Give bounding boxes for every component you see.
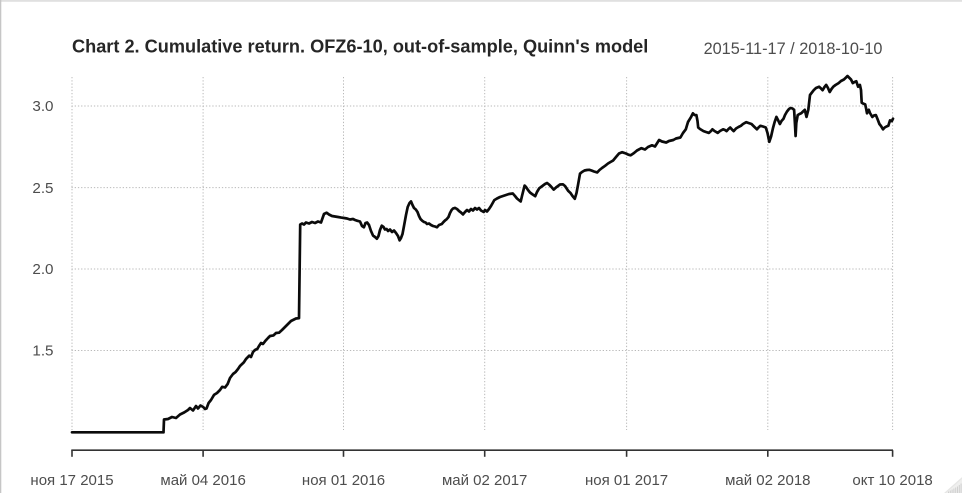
svg-text:май 04 2016: май 04 2016: [160, 472, 245, 489]
svg-text:ноя 01 2017: ноя 01 2017: [585, 472, 668, 489]
svg-text:ноя 01 2016: ноя 01 2016: [302, 472, 385, 489]
svg-text:Chart 2. Cumulative return. OF: Chart 2. Cumulative return. OFZ6-10, out…: [72, 37, 648, 57]
svg-text:окт 10 2018: окт 10 2018: [852, 472, 932, 489]
svg-text:3.0: 3.0: [32, 98, 53, 115]
svg-text:2.0: 2.0: [32, 261, 53, 278]
svg-text:май 02 2018: май 02 2018: [725, 472, 810, 489]
svg-text:1.5: 1.5: [32, 343, 53, 360]
svg-text:2015-11-17 / 2018-10-10: 2015-11-17 / 2018-10-10: [704, 40, 883, 58]
svg-text:май 02 2017: май 02 2017: [442, 472, 527, 489]
svg-text:ноя 17 2015: ноя 17 2015: [30, 472, 113, 489]
svg-text:2.5: 2.5: [32, 180, 53, 197]
